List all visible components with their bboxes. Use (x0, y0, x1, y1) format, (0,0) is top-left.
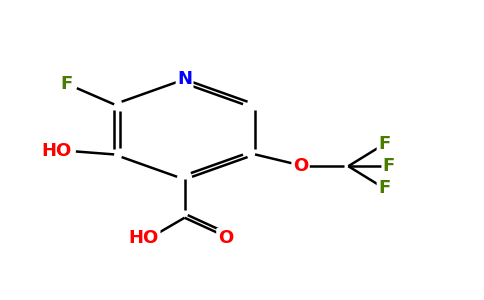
Text: F: F (383, 157, 395, 175)
Text: F: F (378, 135, 390, 153)
Text: F: F (378, 179, 390, 197)
Text: HO: HO (42, 142, 72, 160)
Text: F: F (60, 75, 73, 93)
Text: N: N (177, 70, 192, 88)
Text: HO: HO (129, 229, 159, 247)
Text: O: O (293, 157, 308, 175)
Text: O: O (218, 229, 233, 247)
